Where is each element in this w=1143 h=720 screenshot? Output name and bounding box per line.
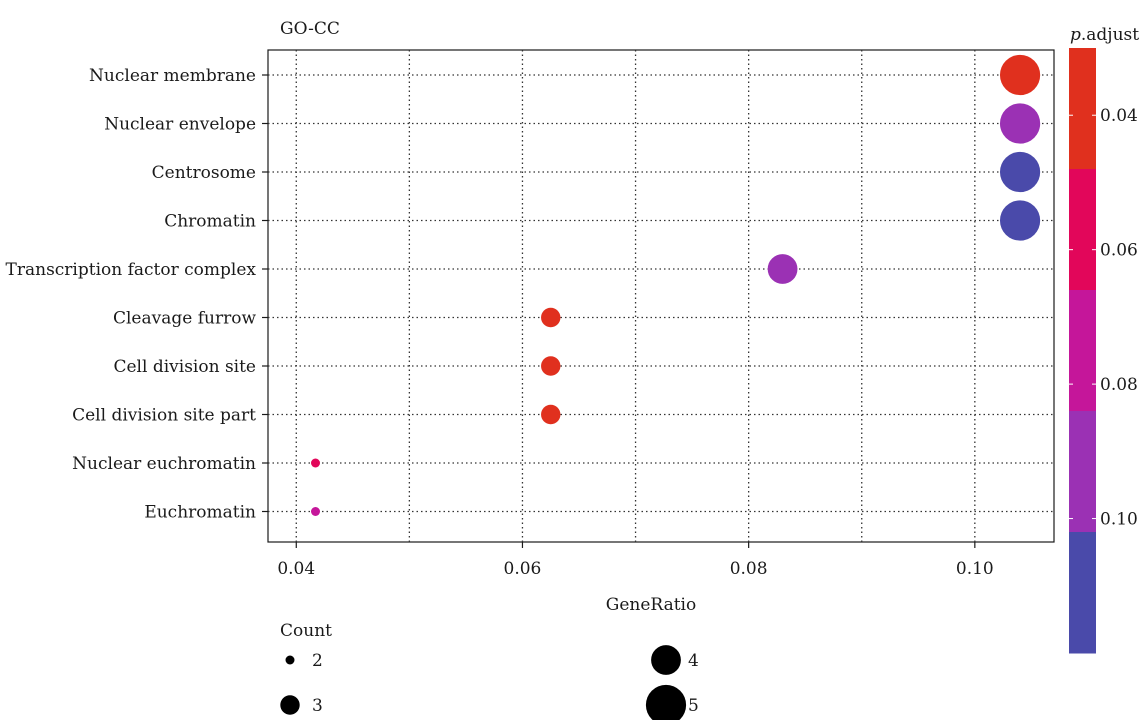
size-legend-dot	[645, 684, 687, 720]
data-point	[310, 507, 320, 516]
data-point	[767, 254, 798, 284]
data-point	[999, 200, 1041, 241]
x-tick-label: 0.10	[956, 559, 994, 579]
color-tick-label: 0.10	[1100, 510, 1138, 530]
size-legend-label: 5	[688, 696, 699, 716]
color-legend: p.adjust 0.04 0.06 0.08 0.10	[1069, 25, 1139, 654]
x-axis-ticks: 0.04 0.06 0.08 0.10	[277, 542, 994, 579]
y-tick-label: Cell division site part	[72, 406, 256, 426]
data-point	[541, 307, 561, 328]
size-legend-label: 4	[688, 651, 699, 671]
x-tick-label: 0.06	[504, 559, 542, 579]
y-tick-label: Euchromatin	[144, 503, 256, 523]
y-tick-label: Cell division site	[113, 357, 256, 377]
color-tick-label: 0.04	[1100, 106, 1138, 126]
data-point	[999, 54, 1041, 96]
color-band	[1069, 411, 1096, 533]
color-bands	[1069, 48, 1096, 654]
color-band	[1069, 290, 1096, 412]
data-point	[541, 356, 561, 376]
y-tick-label: Chromatin	[164, 212, 256, 232]
color-legend-title-italic: p	[1070, 25, 1081, 45]
y-tick-label: Cleavage furrow	[113, 309, 256, 329]
size-legend-dot	[280, 695, 300, 715]
color-band	[1069, 48, 1096, 170]
color-legend-ticks: 0.04 0.06 0.08 0.10	[1069, 106, 1138, 530]
color-tick-label: 0.06	[1100, 241, 1138, 261]
data-point	[310, 458, 320, 468]
data-point	[999, 103, 1041, 144]
size-legend-label: 2	[312, 651, 323, 671]
size-legend: Count 2 3 4 5	[280, 621, 699, 720]
size-legend-label: 3	[312, 696, 323, 716]
points-layer	[310, 54, 1041, 516]
plot-frame	[267, 49, 1055, 543]
y-tick-label: Transcription factor complex	[6, 260, 257, 280]
color-band	[1069, 532, 1096, 654]
y-tick-label: Centrosome	[152, 163, 256, 183]
y-tick-label: Nuclear membrane	[89, 66, 256, 86]
color-tick-label: 0.08	[1100, 375, 1138, 395]
data-point	[541, 404, 561, 425]
chart-title: GO-CC	[280, 19, 340, 39]
size-legend-items: 2 3 4 5	[280, 645, 699, 720]
data-point	[999, 151, 1041, 193]
x-tick-label: 0.04	[277, 559, 315, 579]
color-band	[1069, 169, 1096, 291]
color-legend-title-rest: .adjust	[1081, 25, 1139, 45]
size-legend-title: Count	[280, 621, 332, 641]
grid-layer	[268, 50, 1054, 542]
y-axis-labels: Nuclear membrane Nuclear envelope Centroso…	[6, 66, 268, 523]
color-legend-title: p.adjust	[1070, 25, 1139, 45]
size-legend-dot	[651, 645, 681, 675]
size-legend-dot	[285, 655, 295, 665]
x-tick-label: 0.08	[730, 559, 768, 579]
y-tick-label: Nuclear envelope	[104, 115, 256, 135]
x-axis-title: GeneRatio	[606, 595, 696, 615]
y-tick-label: Nuclear euchromatin	[72, 454, 256, 474]
